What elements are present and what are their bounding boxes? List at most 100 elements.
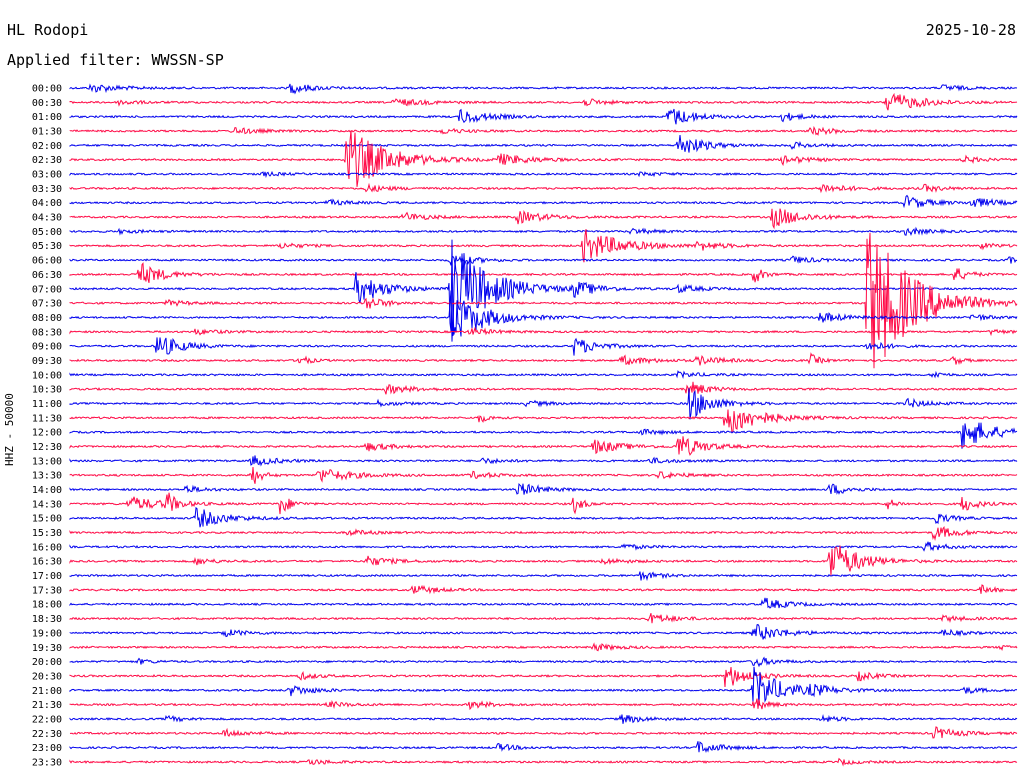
seismic-trace	[69, 482, 1018, 495]
row-time-label: 10:30	[32, 385, 62, 396]
seismic-trace	[69, 232, 1018, 369]
seismic-trace	[69, 194, 1018, 209]
seismic-trace	[69, 290, 1018, 342]
seismic-trace	[69, 642, 1018, 652]
seismic-trace	[69, 108, 1018, 125]
seismic-trace	[69, 436, 1018, 456]
row-time-label: 18:30	[32, 614, 62, 625]
seismic-trace	[69, 239, 1018, 337]
seismic-trace	[69, 130, 1018, 187]
row-time-label: 15:30	[32, 528, 62, 539]
row-time-label: 11:30	[32, 413, 62, 424]
row-time-label: 20:30	[32, 671, 62, 682]
seismic-trace	[69, 92, 1018, 111]
seismic-trace	[69, 506, 1018, 528]
row-time-label: 01:00	[32, 112, 62, 123]
seismic-trace	[69, 83, 1018, 95]
seismic-trace	[69, 545, 1018, 576]
row-time-label: 23:30	[32, 757, 62, 768]
row-time-label: 01:30	[32, 127, 62, 138]
seismic-trace	[69, 381, 1018, 395]
seismic-trace	[69, 623, 1018, 640]
date-label: 2025-10-28	[925, 21, 1016, 39]
seismic-trace	[69, 229, 1018, 263]
row-time-label: 07:00	[32, 284, 62, 295]
seismic-trace	[69, 571, 1018, 582]
seismic-trace	[69, 467, 1018, 484]
seismic-trace	[69, 255, 1018, 266]
seismic-trace	[69, 337, 1018, 356]
seismic-trace	[69, 698, 1018, 711]
row-time-label: 19:30	[32, 643, 62, 654]
row-time-label: 22:00	[32, 714, 62, 725]
seismic-trace	[69, 170, 1018, 179]
row-time-label: 20:00	[32, 657, 62, 668]
row-time-label: 18:00	[32, 600, 62, 611]
row-time-label: 22:30	[32, 729, 62, 740]
row-time-label: 17:00	[32, 571, 62, 582]
seismic-trace	[69, 492, 1018, 515]
seismic-trace	[69, 125, 1018, 136]
row-time-label: 06:00	[32, 256, 62, 267]
row-time-label: 14:30	[32, 499, 62, 510]
row-time-label: 09:30	[32, 356, 62, 367]
row-time-label: 06:30	[32, 270, 62, 281]
seismic-trace	[69, 134, 1018, 153]
seismic-trace	[69, 226, 1018, 236]
seismic-trace	[69, 388, 1018, 420]
row-time-label: 03:30	[32, 184, 62, 195]
seismic-trace	[69, 541, 1018, 552]
row-time-label: 02:30	[32, 155, 62, 166]
row-time-label: 00:30	[32, 98, 62, 109]
seismic-trace	[69, 526, 1018, 541]
row-time-label: 15:00	[32, 514, 62, 525]
row-time-label: 05:00	[32, 227, 62, 238]
station-title: HL Rodopi	[7, 21, 89, 39]
row-time-label: 07:30	[32, 299, 62, 310]
row-time-label: 04:30	[32, 213, 62, 224]
row-time-label: 08:30	[32, 327, 62, 338]
row-time-label: 17:30	[32, 585, 62, 596]
row-time-label: 21:30	[32, 700, 62, 711]
seismic-trace	[69, 666, 1018, 688]
row-time-label: 02:00	[32, 141, 62, 152]
seismic-trace	[69, 182, 1018, 194]
seismic-trace	[69, 726, 1018, 739]
row-time-label: 19:00	[32, 628, 62, 639]
seismic-trace	[69, 597, 1018, 609]
seismic-trace	[69, 370, 1018, 379]
row-time-label: 13:00	[32, 456, 62, 467]
row-time-label: 04:00	[32, 198, 62, 209]
seismic-trace	[69, 262, 1018, 284]
row-time-label: 03:00	[32, 170, 62, 181]
seismic-trace	[69, 741, 1018, 754]
seismic-trace	[69, 326, 1018, 337]
row-time-label: 08:00	[32, 313, 62, 324]
row-time-label: 23:00	[32, 743, 62, 754]
seismic-trace	[69, 757, 1018, 767]
seismic-trace	[69, 208, 1018, 230]
seismic-trace	[69, 409, 1018, 434]
row-time-label: 00:00	[32, 84, 62, 95]
seismic-trace	[69, 422, 1018, 449]
row-time-label: 11:00	[32, 399, 62, 410]
row-time-label: 16:00	[32, 542, 62, 553]
seismic-trace	[69, 613, 1018, 624]
seismic-trace	[69, 584, 1018, 595]
row-time-label: 05:30	[32, 241, 62, 252]
seismic-trace	[69, 455, 1018, 467]
row-time-label: 21:00	[32, 686, 62, 697]
seismic-trace	[69, 714, 1018, 724]
row-time-label: 13:30	[32, 471, 62, 482]
seismic-trace	[69, 352, 1018, 366]
row-time-label: 12:00	[32, 428, 62, 439]
row-time-label: 10:00	[32, 370, 62, 381]
row-time-label: 16:30	[32, 557, 62, 568]
row-time-label: 12:30	[32, 442, 62, 453]
row-time-label: 09:00	[32, 342, 62, 353]
seismic-trace	[69, 656, 1018, 668]
row-time-label: 14:00	[32, 485, 62, 496]
filter-label: Applied filter: WWSSN-SP	[7, 51, 224, 69]
seismic-trace	[69, 666, 1018, 706]
